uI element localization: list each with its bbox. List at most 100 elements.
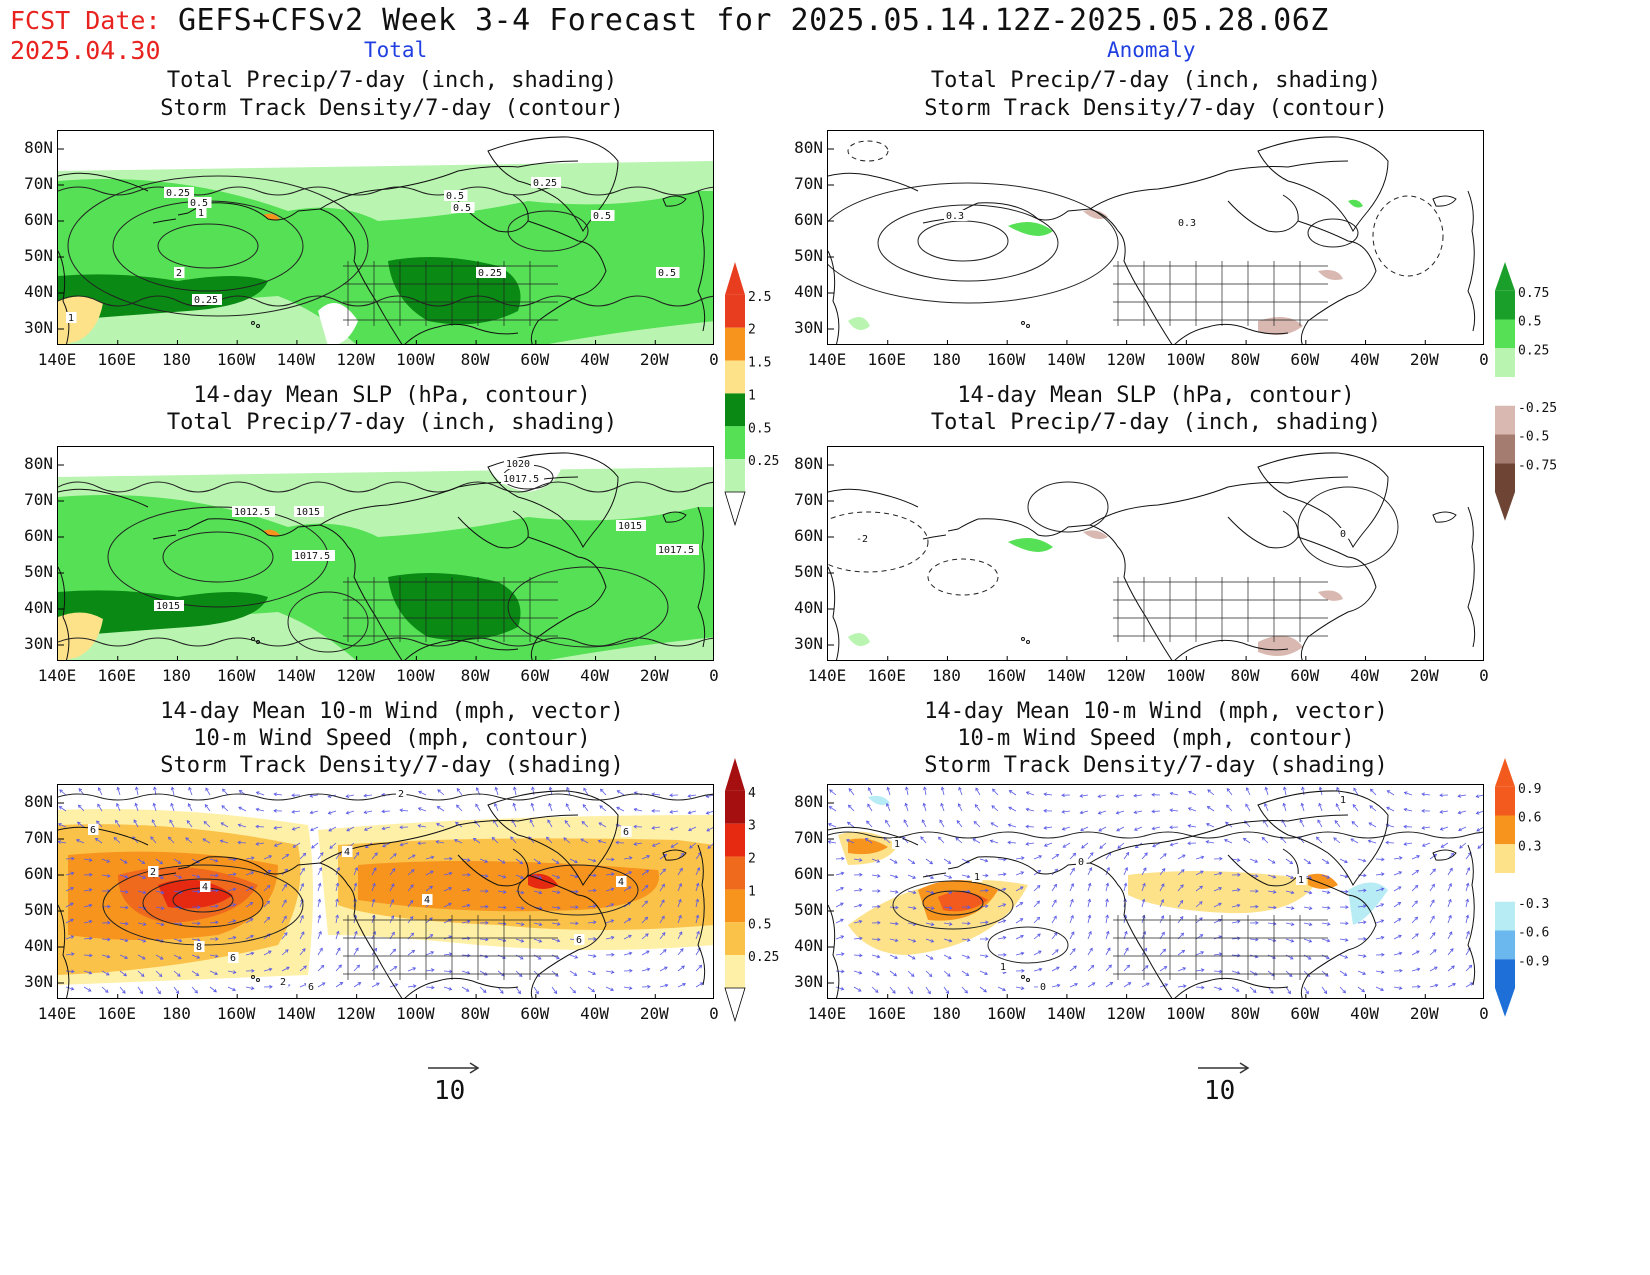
colorbar-label: 0.5 [1518, 315, 1541, 330]
precip-shading-heavy [58, 274, 268, 321]
contour-line [1307, 218, 1359, 248]
colorbar-segment [725, 856, 745, 890]
contour-label: 0 [1078, 857, 1084, 868]
panel-title: Storm Track Density/7-day (shading) [160, 753, 624, 778]
contour-label: 1015 [618, 521, 642, 532]
contour-label: 2 [280, 977, 286, 988]
contour-label: 0.5 [453, 203, 471, 214]
precip-shading-medium [58, 179, 713, 344]
longitude-tick-label: 120W [336, 1004, 375, 1023]
latitude-tick-label: 30N [24, 972, 53, 991]
contour-label: 8 [196, 942, 202, 953]
longitude-tick-label: 60W [1290, 350, 1320, 369]
longitude-tick-label: 100W [396, 350, 435, 369]
latitude-tick-label: 50N [794, 246, 823, 265]
contour-line [877, 204, 1059, 282]
colorbar-segment [1495, 377, 1515, 406]
colorbar-segment [725, 294, 745, 328]
colorbar-label: 0.25 [748, 950, 779, 965]
colorbar-label: -0.25 [1518, 401, 1557, 416]
colorbar-segment [1495, 463, 1515, 492]
colorbar-label: 0.3 [1518, 839, 1541, 854]
longitude-tick-label: 100W [396, 666, 435, 685]
track-anomaly-neg-0.3 [1348, 882, 1388, 925]
latitude-tick-label: 50N [794, 562, 823, 581]
track-anomaly-0.3 [1128, 871, 1318, 914]
longitude-tick-label: 160W [986, 350, 1026, 369]
latitude-tick-label: 70N [24, 828, 53, 847]
colorbar-label: 0.9 [1518, 782, 1541, 797]
track-anomaly-0.6 [848, 838, 888, 855]
arrow-right-icon [1198, 1062, 1250, 1074]
page-title: GEFS+CFSv2 Week 3-4 Forecast for 2025.05… [178, 3, 1329, 38]
contour-label: 1017.5 [294, 551, 330, 562]
longitude-tick-label: 160E [97, 1004, 136, 1023]
arrow-right-icon [428, 1062, 480, 1074]
colorbar-label: 2 [748, 323, 756, 338]
colorbar-segment [1495, 901, 1515, 931]
latitude-tick-label: 40N [794, 282, 823, 301]
longitude-tick-label: 40W [1350, 350, 1379, 369]
longitude-tick-label: 160E [97, 350, 136, 369]
precip-shading-yellow [58, 612, 103, 660]
colorbar-label: 2.5 [748, 290, 771, 305]
colorbar-label: 0.25 [748, 454, 779, 469]
contour-line [58, 481, 713, 493]
column-label-total: Total [364, 38, 428, 62]
contour-line [58, 295, 713, 307]
contour-line [828, 182, 1119, 304]
longitude-tick-label: 140E [807, 666, 847, 685]
latitude-tick-label: 30N [24, 634, 53, 653]
longitude-tick-label: 100W [1166, 666, 1205, 685]
longitude-tick-label: 0 [1479, 1004, 1489, 1023]
latitude-tick-label: 60N [24, 864, 53, 883]
longitude-tick-label: 60W [520, 666, 550, 685]
longitude-tick-label: 120W [1106, 1004, 1145, 1023]
longitude-tick-label: 160E [867, 666, 906, 685]
vector-reference-right: 10 [1196, 1060, 1256, 1106]
colorbar-label: 1 [748, 388, 756, 403]
panel-title: 14-day Mean SLP (hPa, contour) [193, 383, 591, 408]
longitude-tick-label: 80W [460, 350, 490, 369]
longitude-tick-label: 0 [709, 666, 719, 685]
latitude-tick-label: 80N [794, 138, 823, 157]
contour-label: 0.5 [593, 211, 611, 222]
vector-reference-value: 10 [434, 1076, 466, 1106]
coastline-outline [828, 790, 1476, 998]
anomaly-shading-positive [1008, 222, 1053, 236]
contour-label: 6 [308, 982, 314, 993]
longitude-tick-label: 100W [1166, 1004, 1205, 1023]
contour-line [1297, 486, 1399, 568]
contour-label: 1 [1000, 962, 1006, 973]
contour-label: 4 [618, 877, 624, 888]
latitude-tick-label: 70N [24, 490, 53, 509]
longitude-tick-label: 160E [97, 666, 136, 685]
longitude-tick-label: 80W [1230, 1004, 1260, 1023]
coastline-outline [828, 452, 1476, 660]
colorbar-label: 1.5 [748, 356, 771, 371]
contour-label: 1012.5 [234, 507, 270, 518]
colorbar-track-anomaly: 0.9 0.6 0.3 -0.3 -0.6 -0.9 [1495, 758, 1549, 1017]
coastline-outline [828, 136, 1476, 344]
longitude-tick-label: 160W [986, 1004, 1026, 1023]
colorbar-segment [1495, 434, 1515, 464]
longitude-tick-label: 160W [216, 350, 256, 369]
latitude-tick-label: 30N [794, 634, 823, 653]
colorbar-label: -0.75 [1518, 458, 1557, 473]
longitude-tick-label: 140W [1046, 1004, 1086, 1023]
contour-line [1372, 195, 1444, 277]
longitude-tick-label: 40W [580, 350, 609, 369]
anomaly-shading-negative [1258, 317, 1303, 335]
longitude-tick-label: 180 [162, 1004, 191, 1023]
colorbar-arrow-bottom [724, 491, 746, 527]
longitude-tick-label: 40W [1350, 1004, 1379, 1023]
longitude-tick-label: 20W [1409, 350, 1439, 369]
colorbar-segment [1495, 844, 1515, 873]
colorbar-arrow-bottom [1495, 492, 1515, 521]
latitude-tick-label: 60N [24, 526, 53, 545]
coastline-outline [58, 790, 706, 998]
map-panel-slp-anomaly: -2 0 [827, 446, 1484, 661]
colorbar-segment [725, 955, 745, 988]
colorbar-segment [725, 922, 745, 956]
longitude-tick-label: 140W [1046, 666, 1086, 685]
